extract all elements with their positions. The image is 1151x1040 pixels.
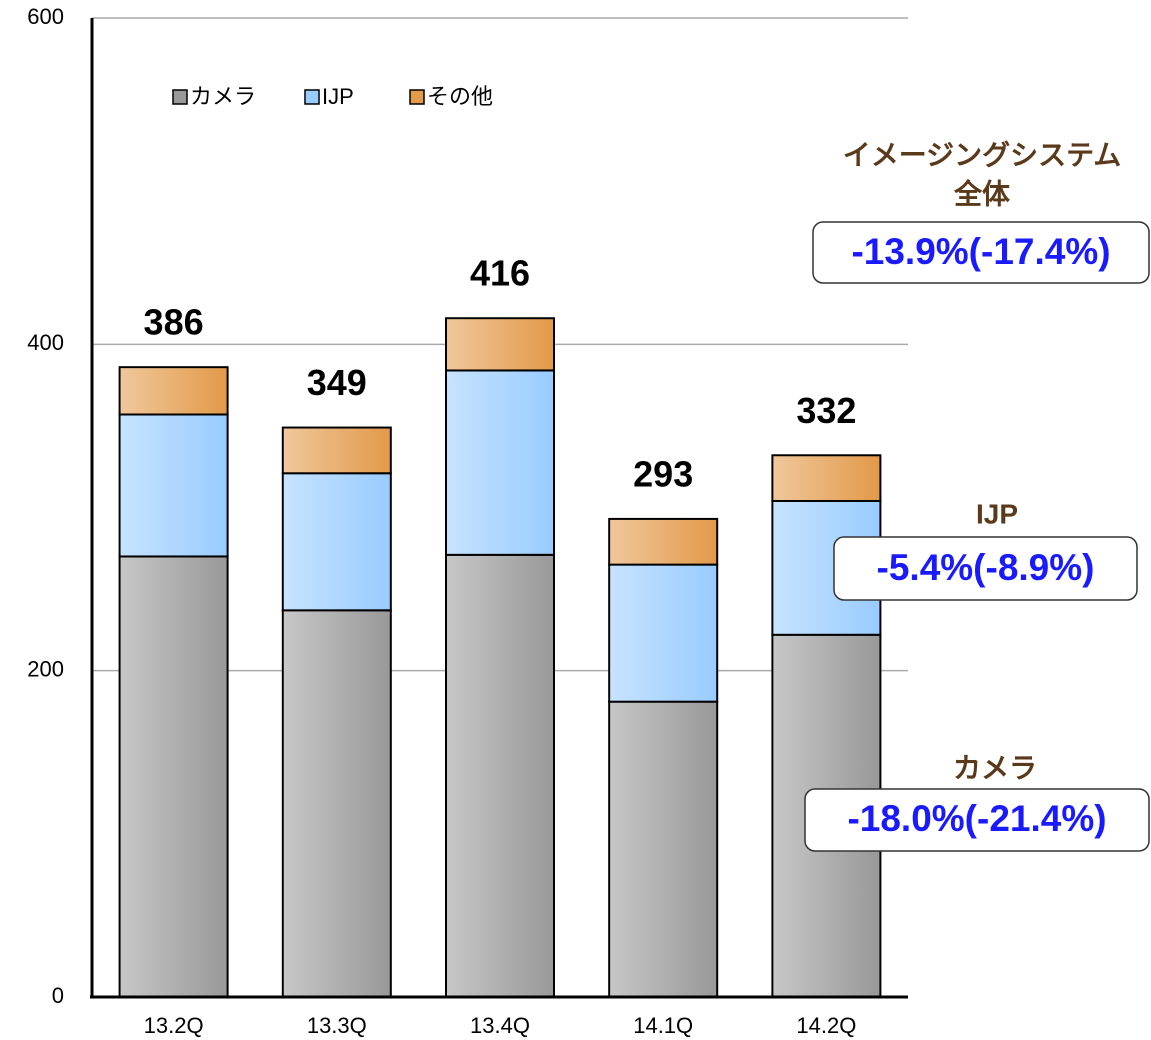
bar-shine bbox=[283, 428, 390, 473]
bar-shine bbox=[610, 519, 717, 564]
bar-shine bbox=[120, 415, 227, 556]
legend-swatch bbox=[172, 89, 188, 105]
y-tick-label: 400 bbox=[27, 330, 64, 355]
x-tick-label: 14.2Q bbox=[796, 1013, 856, 1038]
x-tick-label: 13.4Q bbox=[470, 1013, 530, 1038]
legend-label: カメラ bbox=[190, 84, 256, 109]
annotation-box bbox=[804, 788, 1150, 852]
total-label: 349 bbox=[307, 362, 367, 403]
bar-shine bbox=[610, 702, 717, 996]
y-tick-label: 600 bbox=[27, 4, 64, 29]
legend-label: その他 bbox=[427, 84, 493, 109]
annotation-label: カメラ bbox=[953, 752, 1037, 783]
legend-label: IJP bbox=[322, 84, 354, 109]
x-tick-label: 13.3Q bbox=[307, 1013, 367, 1038]
bar-shine bbox=[447, 371, 553, 554]
total-label: 332 bbox=[796, 390, 856, 431]
total-label: 293 bbox=[633, 453, 693, 494]
annotation-value: -18.0%(-21.4%) bbox=[847, 798, 1106, 839]
bar-shine bbox=[447, 319, 553, 370]
bar-shine bbox=[773, 456, 880, 500]
legend-swatch bbox=[304, 89, 320, 105]
annotation-label: IJP bbox=[976, 498, 1018, 529]
x-tick-label: 14.1Q bbox=[633, 1013, 693, 1038]
annotation-label: イメージングシステム bbox=[843, 139, 1122, 170]
annotation-label: 全体 bbox=[953, 177, 1011, 209]
bar-shine bbox=[447, 555, 553, 996]
bar-shine bbox=[120, 557, 227, 996]
x-tick-label: 13.2Q bbox=[144, 1013, 204, 1038]
legend-swatch bbox=[409, 89, 425, 105]
bar-shine bbox=[120, 368, 227, 414]
bar-shine bbox=[283, 474, 390, 610]
bar-shine bbox=[610, 565, 717, 701]
total-label: 416 bbox=[470, 253, 530, 294]
annotation-value: -13.9%(-17.4%) bbox=[851, 231, 1110, 272]
bar-shine bbox=[283, 611, 390, 996]
y-tick-label: 200 bbox=[27, 656, 64, 681]
y-tick-label: 0 bbox=[52, 983, 64, 1008]
annotation-value: -5.4%(-8.9%) bbox=[877, 547, 1095, 588]
annotation-box bbox=[812, 221, 1150, 284]
total-label: 386 bbox=[144, 302, 204, 343]
annotation-box bbox=[833, 536, 1138, 601]
